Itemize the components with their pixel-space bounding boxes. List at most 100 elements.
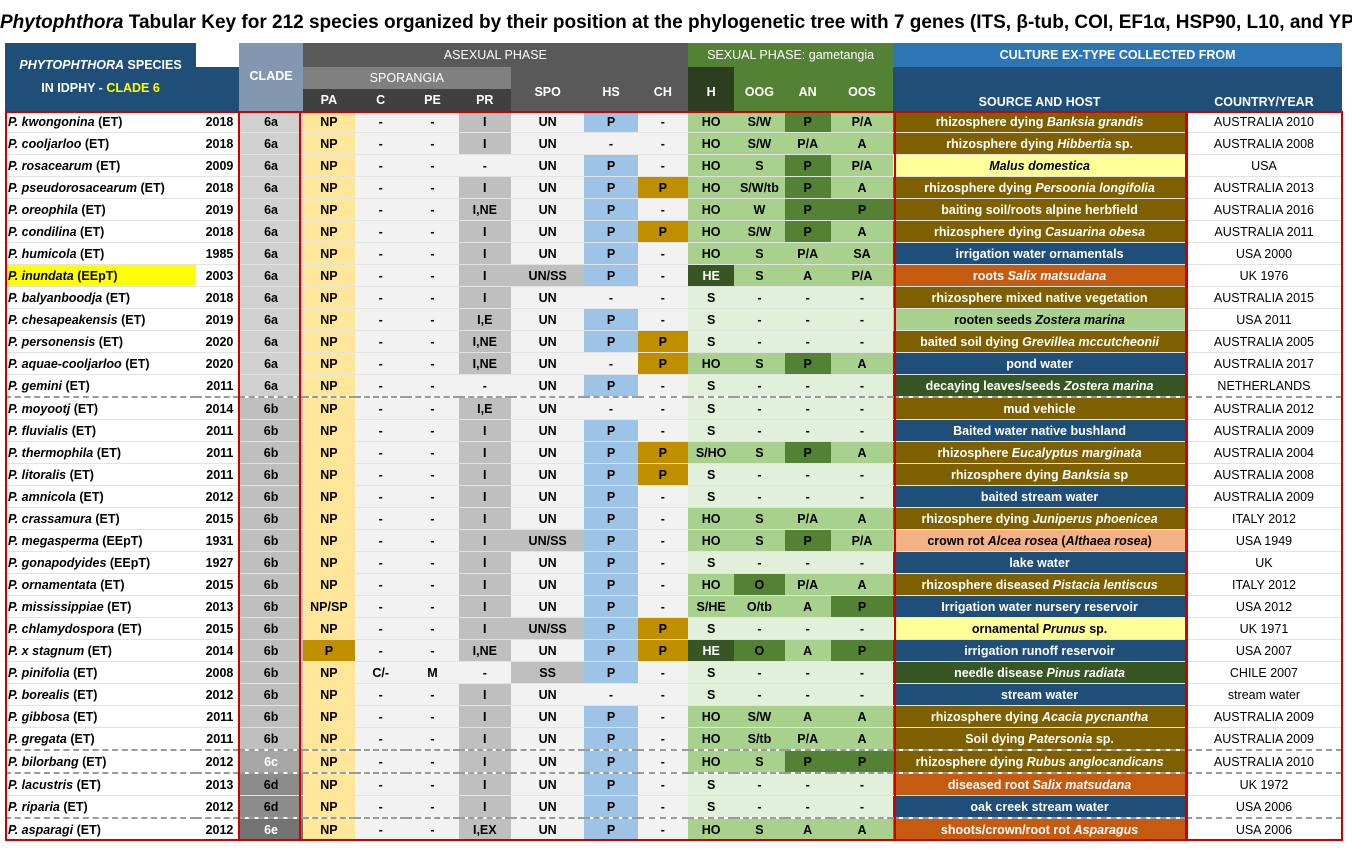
cell-pe: - <box>406 111 459 133</box>
clade-cell: 6a <box>239 308 303 331</box>
country-year: AUSTRALIA 2005 <box>1185 330 1342 353</box>
cell-spo: UN <box>510 507 585 530</box>
cell-oos: A <box>830 352 894 375</box>
table-row: P. thermophila (ET) 2011 6b NP - - I UN P P S/HO S P… <box>5 441 1342 464</box>
cell-ch: - <box>637 727 688 751</box>
cell-c: - <box>355 154 407 177</box>
country-year: UK 1976 <box>1185 264 1342 287</box>
host-text: oak creek stream water <box>970 799 1109 814</box>
host-text: rhizosphere dying <box>933 224 1046 239</box>
cell-hs: P <box>584 198 638 221</box>
cell-spo: UN <box>510 397 585 420</box>
cell-spo: UN <box>510 419 585 442</box>
clade-cell: 6a <box>239 352 303 375</box>
cell-h: HO <box>688 573 735 596</box>
cell-h: S <box>688 286 735 309</box>
species-year: 2011 <box>196 374 240 398</box>
cell-oos: A <box>830 727 894 751</box>
source-host: baited stream water <box>893 485 1186 508</box>
species-name: P. aquae-cooljarloo (ET) <box>5 352 197 375</box>
cell-oos: A <box>830 705 894 728</box>
table-row: P. pseudorosacearum (ET) 2018 6a NP - - I UN P P H… <box>5 176 1342 199</box>
country-year: USA 1949 <box>1185 529 1342 552</box>
col-hs: HS <box>584 67 638 111</box>
species-year: 2013 <box>196 773 240 796</box>
species-name: P. x stagnum (ET) <box>5 639 197 662</box>
species-name-text: P. kwongonina <box>8 114 95 129</box>
species-type-tag: (ET) <box>73 687 98 702</box>
col-pa: PA <box>302 89 356 111</box>
cell-h: S <box>688 551 735 574</box>
source-host: baiting soil/roots alpine herbfield <box>893 198 1186 221</box>
host-italic: Banksia grandis <box>1046 114 1144 129</box>
cell-pe: - <box>406 617 459 640</box>
species-name: P. mississippiae (ET) <box>5 595 197 618</box>
cell-oog: - <box>734 397 785 420</box>
species-type-tag: (ET) <box>70 731 95 746</box>
country-year: AUSTRALIA 2010 <box>1185 111 1342 133</box>
species-type-tag: (ET) <box>81 202 106 217</box>
species-name-text: P. chlamydospora <box>8 621 115 636</box>
cell-h: HO <box>688 220 735 243</box>
source-host: lake water <box>893 551 1186 574</box>
cell-oog: - <box>734 419 785 442</box>
host-italic: Salix matsudana <box>1032 777 1132 792</box>
cell-ch: - <box>637 397 688 420</box>
cell-pr: I,NE <box>458 352 511 375</box>
cell-pe: - <box>406 573 459 596</box>
cell-pe: - <box>406 132 459 155</box>
species-name: P. moyootj (ET) <box>5 397 197 420</box>
species-year: 2011 <box>196 441 240 464</box>
species-name: P. kwongonina (ET) <box>5 111 197 133</box>
host-italic: Hibbertia <box>1057 136 1112 151</box>
cell-oog: - <box>734 330 785 353</box>
cell-hs: P <box>584 441 638 464</box>
source-host: rhizosphere dying Acacia pycnantha <box>893 705 1186 728</box>
source-host: rhizosphere dying Casuarina obesa <box>893 220 1186 243</box>
cell-ch: - <box>637 661 688 684</box>
cell-spo: UN <box>510 795 585 819</box>
table-row: P. ornamentata (ET) 2015 6b NP - - I UN P - HO O P/A… <box>5 573 1342 596</box>
cell-pa: NP <box>302 397 356 420</box>
clade-cell: 6a <box>239 242 303 265</box>
species-name-text: P. ornamentata <box>8 577 97 592</box>
cell-pa: NP <box>302 795 356 819</box>
cell-pa: NP <box>302 154 356 177</box>
species-name: P. gregata (ET) <box>5 727 197 751</box>
source-host: Baited water native bushland <box>893 419 1186 442</box>
clade-header: CLADE <box>239 43 303 111</box>
species-type-tag: (EEpT) <box>102 533 143 548</box>
cell-ch: - <box>637 507 688 530</box>
cell-h: S <box>688 795 735 819</box>
species-name-text: P. riparia <box>8 799 60 814</box>
source-host: rooten seeds Zostera marina <box>893 308 1186 331</box>
cell-an: P <box>784 198 831 221</box>
cell-h: S <box>688 661 735 684</box>
cell-ch: - <box>637 242 688 265</box>
cell-pe: - <box>406 441 459 464</box>
table-row: P. litoralis (ET) 2011 6b NP - - I UN P P S - - - rhiz… <box>5 463 1342 486</box>
cell-ch: - <box>637 795 688 819</box>
cell-spo: UN <box>510 308 585 331</box>
source-host: rhizosphere dying Juniperus phoenicea <box>893 507 1186 530</box>
species-name: P. litoralis (ET) <box>5 463 197 486</box>
cell-hs: P <box>584 374 638 398</box>
cell-pe: - <box>406 818 459 841</box>
cell-h: HE <box>688 639 735 662</box>
cell-spo: UN <box>510 286 585 309</box>
host-italic: Grevillea mccutcheonii <box>1022 334 1160 349</box>
cell-an: - <box>784 661 831 684</box>
cell-oos: A <box>830 176 894 199</box>
cell-spo: UN <box>510 639 585 662</box>
cell-oog: S/W <box>734 220 785 243</box>
cell-oos: P/A <box>830 154 894 177</box>
host-text: rhizosphere diseased <box>921 577 1053 592</box>
cell-h: HO <box>688 352 735 375</box>
country-year: AUSTRALIA 2008 <box>1185 463 1342 486</box>
clade-cell: 6b <box>239 551 303 574</box>
clade-cell: 6a <box>239 264 303 287</box>
species-type-tag: (ET) <box>107 599 132 614</box>
cell-c: - <box>355 750 407 774</box>
cell-oos: - <box>830 330 894 353</box>
clade-cell: 6b <box>239 507 303 530</box>
